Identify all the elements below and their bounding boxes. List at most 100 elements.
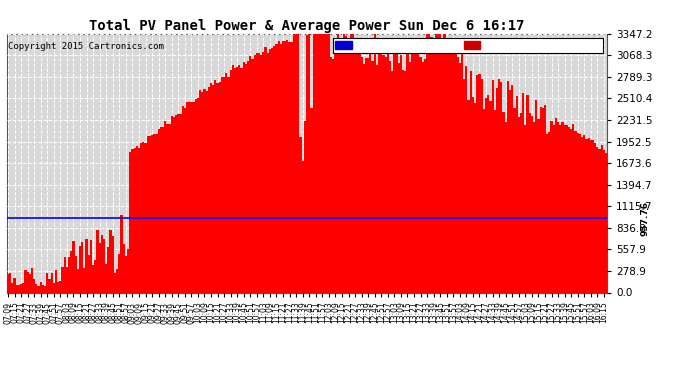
- Bar: [112, 236, 114, 292]
- Bar: [286, 40, 288, 292]
- Bar: [44, 286, 46, 292]
- Bar: [531, 116, 533, 292]
- Bar: [513, 108, 515, 292]
- Bar: [393, 40, 395, 292]
- Bar: [598, 149, 601, 292]
- Bar: [20, 284, 22, 292]
- Bar: [172, 117, 175, 292]
- Bar: [549, 132, 551, 292]
- Bar: [354, 51, 356, 292]
- Bar: [442, 43, 444, 292]
- Bar: [515, 96, 518, 292]
- Bar: [389, 61, 391, 292]
- Bar: [411, 54, 413, 292]
- Bar: [31, 268, 33, 292]
- Bar: [400, 55, 402, 292]
- Bar: [592, 140, 594, 292]
- Bar: [415, 50, 417, 292]
- Bar: [282, 41, 284, 292]
- Bar: [474, 103, 476, 292]
- Bar: [524, 125, 526, 292]
- Bar: [363, 64, 365, 292]
- Bar: [219, 82, 221, 292]
- Bar: [258, 53, 260, 292]
- Bar: [70, 251, 72, 292]
- Bar: [39, 282, 42, 292]
- Bar: [391, 71, 393, 292]
- Bar: [164, 122, 166, 292]
- Bar: [575, 131, 577, 292]
- Bar: [498, 79, 500, 292]
- Bar: [204, 88, 206, 292]
- Bar: [22, 283, 24, 292]
- Bar: [559, 125, 562, 292]
- Bar: [193, 102, 195, 292]
- Bar: [97, 230, 99, 292]
- Bar: [110, 230, 112, 292]
- Bar: [243, 62, 245, 292]
- Bar: [335, 52, 337, 292]
- Bar: [446, 49, 448, 292]
- Bar: [509, 90, 511, 292]
- Bar: [485, 98, 487, 292]
- Bar: [116, 269, 118, 292]
- Bar: [277, 42, 279, 292]
- Bar: [367, 57, 369, 292]
- Bar: [478, 74, 481, 292]
- Bar: [121, 215, 123, 292]
- Title: Total PV Panel Power & Average Power Sun Dec 6 16:17: Total PV Panel Power & Average Power Sun…: [89, 19, 525, 33]
- Bar: [61, 267, 63, 292]
- Bar: [465, 66, 468, 292]
- Bar: [221, 77, 223, 292]
- Bar: [92, 265, 95, 292]
- Bar: [95, 260, 97, 292]
- Bar: [166, 124, 168, 292]
- Bar: [215, 80, 217, 292]
- Bar: [308, 34, 310, 292]
- Bar: [77, 269, 79, 292]
- Bar: [105, 264, 108, 292]
- Bar: [502, 112, 504, 292]
- Bar: [297, 34, 299, 292]
- Bar: [358, 52, 361, 292]
- Text: Copyright 2015 Cartronics.com: Copyright 2015 Cartronics.com: [8, 42, 164, 51]
- Bar: [46, 273, 48, 292]
- Bar: [369, 53, 371, 292]
- Bar: [144, 144, 146, 292]
- Bar: [129, 153, 131, 292]
- Bar: [33, 279, 35, 292]
- Bar: [199, 90, 201, 292]
- Bar: [435, 34, 437, 292]
- Bar: [324, 34, 326, 292]
- Bar: [504, 122, 506, 292]
- Bar: [208, 87, 210, 292]
- Bar: [13, 278, 16, 292]
- Bar: [177, 114, 179, 292]
- Bar: [81, 242, 83, 292]
- Bar: [542, 108, 544, 292]
- Bar: [555, 117, 557, 292]
- Bar: [562, 122, 564, 292]
- Bar: [26, 272, 29, 292]
- Bar: [417, 39, 420, 292]
- Bar: [266, 53, 269, 292]
- Bar: [540, 107, 542, 292]
- Bar: [262, 52, 264, 292]
- Bar: [470, 71, 472, 292]
- Bar: [59, 280, 61, 292]
- Bar: [328, 34, 330, 292]
- Bar: [86, 239, 88, 292]
- Bar: [290, 42, 293, 292]
- Bar: [273, 46, 275, 292]
- Bar: [373, 34, 376, 292]
- Bar: [217, 83, 219, 292]
- Bar: [9, 273, 11, 292]
- Bar: [420, 57, 422, 292]
- Bar: [448, 50, 450, 292]
- Bar: [269, 49, 271, 292]
- Bar: [348, 54, 350, 292]
- Bar: [356, 42, 358, 292]
- Bar: [487, 95, 489, 292]
- Bar: [489, 102, 491, 292]
- Bar: [332, 59, 335, 292]
